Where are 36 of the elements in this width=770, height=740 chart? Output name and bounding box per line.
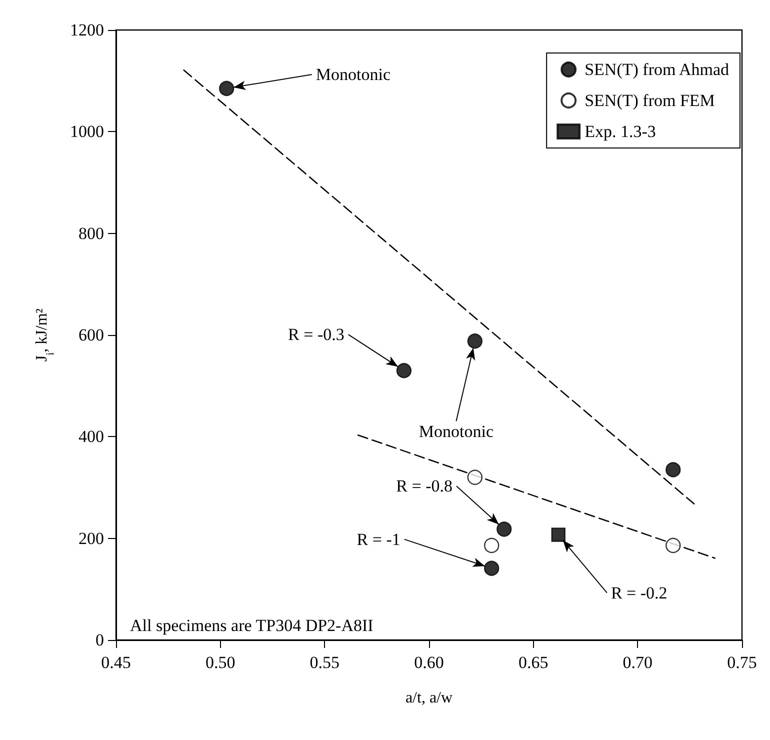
y-tick-label: 1200 [70, 20, 104, 40]
point [666, 462, 681, 478]
point [496, 522, 512, 537]
point [484, 538, 500, 554]
point [467, 334, 483, 349]
x-tick-label: 0.75 [727, 653, 757, 672]
y-tick-label: 400 [78, 427, 104, 446]
point [666, 538, 681, 554]
point [551, 528, 566, 542]
point [219, 80, 234, 96]
annotation: All specimens are TP304 DP2-A8II [130, 616, 374, 635]
y-axis-title: Ji, kJ/m² [34, 308, 56, 362]
annotation: R = -1 [356, 530, 400, 549]
annotation: Monotonic [418, 422, 494, 442]
x-tick-label: 0.65 [518, 653, 548, 672]
legend-label: SEN(T) from Ahmad [584, 60, 730, 79]
point [484, 560, 500, 576]
y-tick-label: 600 [78, 326, 104, 344]
legend-label: SEN(T) from FEM [584, 91, 715, 110]
y-tick-label: 0 [96, 630, 104, 650]
point [396, 362, 412, 378]
y-tick-label: 1000 [70, 122, 104, 142]
annotation: R = -0.2 [610, 583, 668, 602]
x-tick-label: 0.50 [205, 653, 236, 672]
annotation: Monotonic [316, 64, 391, 84]
x-tick-label: 0.55 [310, 653, 340, 672]
y-tick-label: 800 [78, 224, 104, 243]
x-tick-label: 0.45 [101, 653, 131, 672]
annotation: R = -0.3 [288, 325, 344, 344]
annotation: R = -0.8 [396, 476, 453, 496]
legend-label: Exp. 1.3-3 [584, 122, 656, 141]
x-tick-label: 0.70 [622, 653, 653, 672]
x-tick-label: 0.60 [414, 653, 444, 672]
point [467, 470, 483, 485]
x-axis-title: a/t, a/w [405, 690, 453, 706]
y-tick-label: 200 [78, 528, 104, 548]
